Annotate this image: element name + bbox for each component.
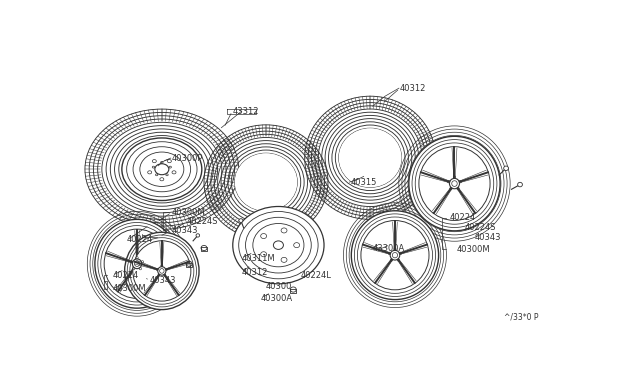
Ellipse shape xyxy=(409,136,500,231)
Ellipse shape xyxy=(351,211,438,299)
Ellipse shape xyxy=(239,219,243,222)
Ellipse shape xyxy=(260,252,267,257)
Ellipse shape xyxy=(160,178,164,181)
Ellipse shape xyxy=(281,257,287,262)
Text: 40343: 40343 xyxy=(150,276,176,285)
Text: 43312: 43312 xyxy=(232,107,259,116)
Ellipse shape xyxy=(196,234,200,237)
Ellipse shape xyxy=(390,250,400,260)
Ellipse shape xyxy=(152,160,156,163)
Ellipse shape xyxy=(127,142,196,196)
Text: 40224L: 40224L xyxy=(301,271,332,280)
Ellipse shape xyxy=(148,171,152,174)
Text: 40311M: 40311M xyxy=(241,254,275,263)
Text: 43300A: 43300A xyxy=(372,244,405,253)
Ellipse shape xyxy=(361,221,429,290)
Ellipse shape xyxy=(294,243,300,248)
Ellipse shape xyxy=(449,178,460,189)
Ellipse shape xyxy=(235,153,298,211)
Ellipse shape xyxy=(419,147,490,221)
Ellipse shape xyxy=(125,232,199,310)
Text: 40343: 40343 xyxy=(474,234,501,243)
Ellipse shape xyxy=(281,228,287,233)
Ellipse shape xyxy=(157,267,166,275)
Ellipse shape xyxy=(233,206,324,284)
Text: 40224: 40224 xyxy=(112,271,138,280)
Ellipse shape xyxy=(122,138,202,201)
Text: 40300: 40300 xyxy=(266,282,292,291)
Text: 40300A: 40300A xyxy=(261,294,293,303)
Text: 40300P: 40300P xyxy=(172,154,204,163)
Ellipse shape xyxy=(339,128,401,187)
Ellipse shape xyxy=(95,219,179,308)
Ellipse shape xyxy=(104,229,170,298)
Ellipse shape xyxy=(168,160,172,163)
Text: 40300M: 40300M xyxy=(112,284,146,293)
Text: 40224: 40224 xyxy=(127,235,154,244)
Text: 40224: 40224 xyxy=(449,214,476,222)
Ellipse shape xyxy=(518,182,522,187)
Ellipse shape xyxy=(133,241,191,301)
Text: 40343: 40343 xyxy=(172,226,198,235)
Text: 40300M: 40300M xyxy=(457,245,491,254)
Text: 40224S: 40224S xyxy=(465,224,496,232)
Text: 40312: 40312 xyxy=(400,84,426,93)
Text: 40312: 40312 xyxy=(241,268,268,277)
Ellipse shape xyxy=(132,259,141,269)
Ellipse shape xyxy=(172,171,176,174)
Ellipse shape xyxy=(504,166,508,170)
Text: 40300M: 40300M xyxy=(172,208,205,217)
Text: 40315: 40315 xyxy=(350,178,377,187)
Text: ^/33*0 P: ^/33*0 P xyxy=(504,313,539,322)
Ellipse shape xyxy=(260,234,267,238)
Text: 40224S: 40224S xyxy=(187,217,218,226)
